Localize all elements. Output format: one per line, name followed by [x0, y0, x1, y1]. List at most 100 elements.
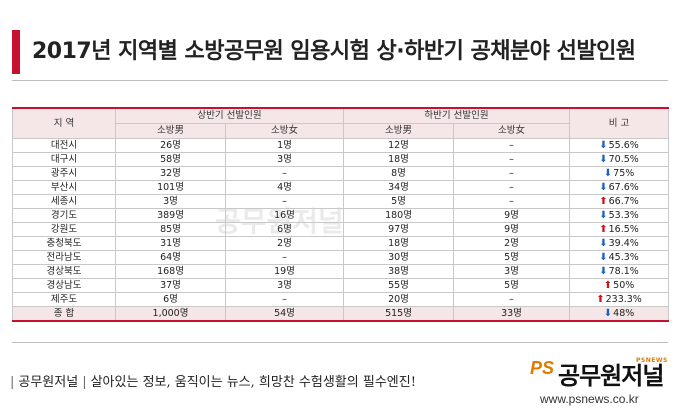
- title-divider: [12, 80, 668, 81]
- second-half-male-cell: 515명: [343, 306, 455, 322]
- note-cell: ⬇45.3%: [569, 250, 670, 265]
- page-title: 2017년 지역별 소방공무원 임용시험 상·하반기 공채분야 선발인원: [32, 39, 636, 64]
- second-half-male-cell: 30명: [343, 250, 455, 265]
- second-half-female-cell: –: [453, 292, 571, 307]
- second-half-female-cell: 3명: [453, 264, 571, 279]
- arrow-up-icon: ⬆: [596, 293, 605, 305]
- second-half-male-cell: 12명: [343, 138, 455, 153]
- note-cell: ⬇75%: [569, 166, 670, 181]
- note-cell: ⬆50%: [569, 278, 670, 293]
- logo-mark: PS: [530, 358, 555, 378]
- site-url: www.psnews.co.kr: [540, 392, 639, 406]
- note-value: 50%: [613, 279, 635, 291]
- first-half-female-header: 소방女: [224, 123, 345, 139]
- region-cell: 경기도: [12, 208, 116, 223]
- note-value: 75%: [613, 167, 635, 179]
- footer-slogan: 살아있는 정보, 움직이는 뉴스, 희망찬 수험생활의 필수엔진!: [90, 375, 416, 390]
- arrow-up-icon: ⬆: [599, 195, 608, 207]
- first-half-male-cell: 85명: [115, 222, 226, 237]
- first-half-female-cell: 2명: [224, 236, 345, 251]
- second-half-male-cell: 34명: [343, 180, 455, 195]
- region-cell: 경상북도: [12, 264, 116, 279]
- first-half-male-cell: 389명: [115, 208, 226, 223]
- region-cell: 강원도: [12, 222, 116, 237]
- second-half-male-cell: 97명: [343, 222, 455, 237]
- second-half-male-cell: 55명: [343, 278, 455, 293]
- second-half-male-cell: 38명: [343, 264, 455, 279]
- separator-right: |: [82, 375, 87, 390]
- first-half-male-cell: 58명: [115, 152, 226, 167]
- note-value: 53.3%: [608, 209, 639, 221]
- note-cell: ⬇78.1%: [569, 264, 670, 279]
- table-row: 부산시 101명 4명 34명 – ⬇67.6%: [12, 180, 670, 195]
- first-half-female-cell: –: [224, 166, 345, 181]
- second-half-male-cell: 8명: [343, 166, 455, 181]
- logo-small-text: PSNEWS: [636, 357, 668, 364]
- recruitment-table: 지 역 상반기 선발인원 하반기 선발인원 비 고 소방男 소방女 소방男 소방…: [12, 107, 670, 322]
- first-half-male-cell: 37명: [115, 278, 226, 293]
- first-half-male-header: 소방男: [115, 123, 226, 139]
- second-half-male-header: 소방男: [343, 123, 455, 139]
- second-half-female-cell: –: [453, 194, 571, 209]
- second-half-female-header: 소방女: [453, 123, 571, 139]
- first-half-female-cell: 4명: [224, 180, 345, 195]
- first-half-male-cell: 31명: [115, 236, 226, 251]
- first-half-female-cell: 1명: [224, 138, 345, 153]
- first-half-male-cell: 6명: [115, 292, 226, 307]
- note-cell: ⬆66.7%: [569, 194, 670, 209]
- title-accent-bar: [12, 30, 20, 74]
- note-cell: ⬆16.5%: [569, 222, 670, 237]
- first-half-female-cell: –: [224, 292, 345, 307]
- separator-left: |: [10, 375, 15, 390]
- second-half-header: 하반기 선발인원: [343, 107, 571, 124]
- note-cell: ⬇53.3%: [569, 208, 670, 223]
- arrow-up-icon: ⬆: [603, 279, 613, 291]
- arrow-down-icon: ⬇: [599, 209, 608, 221]
- second-half-male-cell: 18명: [343, 152, 455, 167]
- region-cell: 대구시: [12, 152, 116, 167]
- table-row: 강원도 85명 6명 97명 9명 ⬆16.5%: [12, 222, 670, 237]
- table-body: 대전시 26명 1명 12명 – ⬇55.6% 대구시 58명 3명 18명 – ⬇70.5% 광주시 3…: [12, 138, 670, 322]
- second-half-female-cell: –: [453, 152, 571, 167]
- arrow-up-icon: ⬆: [599, 223, 608, 235]
- region-header: 지 역: [12, 107, 116, 139]
- note-value: 16.5%: [608, 223, 639, 235]
- second-half-female-cell: –: [453, 138, 571, 153]
- first-half-female-cell: –: [224, 250, 345, 265]
- second-half-male-cell: 5명: [343, 194, 455, 209]
- region-cell: 제주도: [12, 292, 116, 307]
- first-half-female-cell: 54명: [224, 306, 345, 322]
- second-half-male-cell: 18명: [343, 236, 455, 251]
- note-value: 233.3%: [605, 293, 642, 305]
- footer-divider: [12, 342, 668, 343]
- note-header: 비 고: [569, 107, 670, 139]
- table-row: 광주시 32명 –8명 – ⬇75%: [12, 166, 670, 181]
- note-value: 70.5%: [608, 153, 639, 165]
- arrow-down-icon: ⬇: [599, 139, 608, 151]
- first-half-female-cell: 16명: [224, 208, 345, 223]
- first-half-male-cell: 168명: [115, 264, 226, 279]
- first-half-male-cell: 64명: [115, 250, 226, 265]
- table-row: 전라남도 64명 –30명 5명 ⬇45.3%: [12, 250, 670, 265]
- arrow-down-icon: ⬇: [599, 265, 608, 277]
- region-cell: 전라남도: [12, 250, 116, 265]
- arrow-down-icon: ⬇: [599, 251, 608, 263]
- recruitment-table-container: 지 역 상반기 선발인원 하반기 선발인원 비 고 소방男 소방女 소방男 소방…: [12, 107, 670, 322]
- first-half-male-cell: 101명: [115, 180, 226, 195]
- first-half-male-cell: 1,000명: [115, 306, 226, 322]
- footer-tagline: | 공무원저널 | 살아있는 정보, 움직이는 뉴스, 희망찬 수험생활의 필수엔진!: [6, 371, 416, 390]
- second-half-female-cell: 9명: [453, 222, 571, 237]
- table-row: 경상북도 168명 19명 38명 3명 ⬇78.1%: [12, 264, 670, 279]
- second-half-female-cell: 2명: [453, 236, 571, 251]
- first-half-female-cell: 19명: [224, 264, 345, 279]
- second-half-male-cell: 20명: [343, 292, 455, 307]
- note-value: 78.1%: [608, 265, 639, 277]
- first-half-header: 상반기 선발인원: [114, 107, 345, 124]
- note-value: 39.4%: [608, 237, 639, 249]
- region-cell: 세종시: [12, 194, 116, 209]
- arrow-down-icon: ⬇: [603, 167, 613, 179]
- note-cell: ⬇70.5%: [569, 152, 670, 167]
- note-cell: ⬇67.6%: [569, 180, 670, 195]
- note-cell: ⬇48%: [569, 306, 670, 322]
- note-value: 48%: [613, 307, 635, 319]
